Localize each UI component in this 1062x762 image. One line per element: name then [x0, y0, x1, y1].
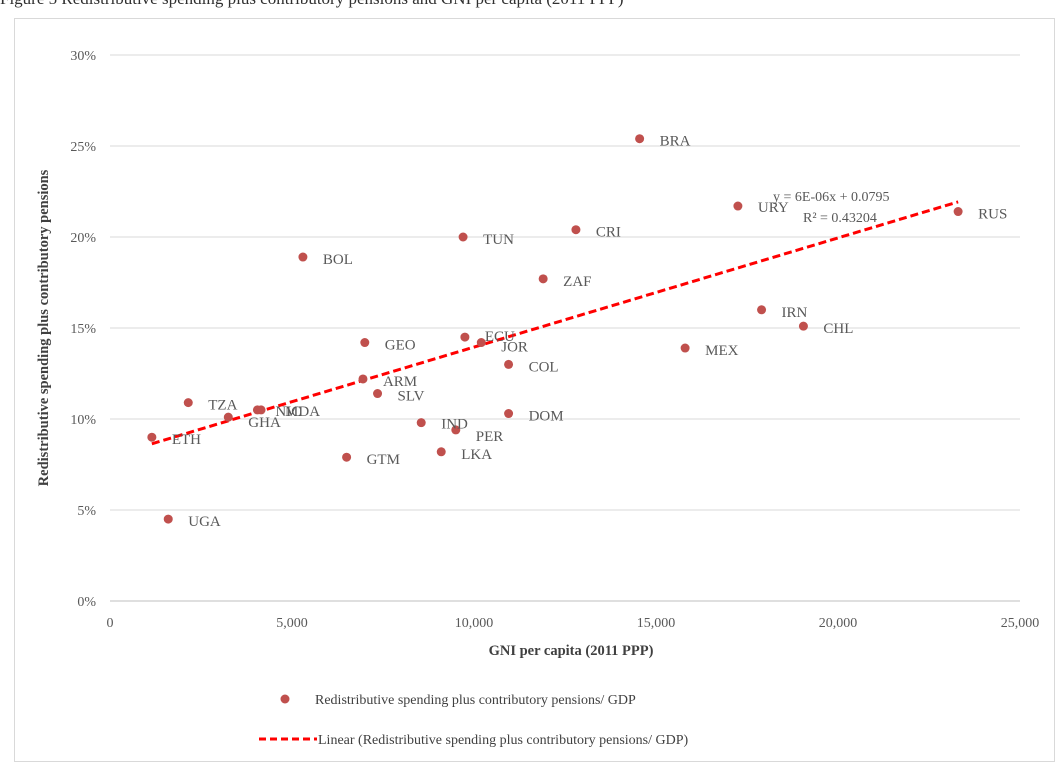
point-bra	[635, 134, 645, 144]
x-tick-label: 25,000	[1001, 616, 1040, 631]
point-label-ind: IND	[441, 417, 468, 433]
point-tza	[183, 398, 193, 408]
point-label-mda: MDA	[285, 404, 320, 420]
trendline-equation: y = 6E-06x + 0.0795	[773, 190, 890, 205]
point-mda	[256, 405, 266, 415]
point-label-per: PER	[476, 429, 504, 445]
point-slv	[373, 389, 383, 399]
y-tick-label: 10%	[70, 413, 96, 428]
point-label-eth: ETH	[172, 432, 201, 448]
legend-marker-scatter	[280, 694, 290, 704]
data-points	[147, 134, 963, 524]
x-tick-label: 10,000	[455, 616, 494, 631]
point-label-cri: CRI	[596, 225, 621, 241]
point-label-tun: TUN	[483, 232, 514, 248]
point-per	[451, 425, 461, 435]
point-label-chl: CHL	[823, 321, 853, 337]
y-tick-label: 20%	[70, 231, 96, 246]
x-tick-label: 20,000	[819, 616, 858, 631]
point-ecu	[460, 332, 470, 342]
point-ury	[733, 201, 743, 211]
point-bol	[298, 252, 308, 262]
point-geo	[360, 338, 370, 348]
point-label-gtm: GTM	[367, 452, 400, 468]
y-tick-label: 5%	[77, 504, 96, 519]
point-label-mex: MEX	[705, 343, 739, 359]
x-tick-label: 0	[107, 616, 114, 631]
point-gha	[223, 412, 233, 422]
legend-label-trendline: Linear (Redistributive spending plus con…	[318, 733, 689, 748]
x-tick-label: 15,000	[637, 616, 676, 631]
point-uga	[163, 514, 173, 524]
point-label-lka: LKA	[461, 447, 492, 463]
point-ind	[416, 418, 426, 428]
figure-caption: Figure 5 Redistributive spending plus co…	[0, 0, 1062, 11]
x-axis-title: GNI per capita (2011 PPP)	[489, 643, 654, 659]
point-label-ecu: ECU	[485, 329, 515, 345]
point-label-nic: NIC	[275, 404, 301, 420]
point-jor	[476, 338, 486, 348]
y-tick-label: 15%	[70, 322, 96, 337]
point-label-col: COL	[529, 359, 559, 375]
y-tick-label: 25%	[70, 140, 96, 155]
point-lka	[436, 447, 446, 457]
y-tick-label: 0%	[77, 595, 96, 610]
point-irn	[757, 305, 767, 315]
point-mex	[680, 343, 690, 353]
point-label-tza: TZA	[208, 398, 237, 414]
point-label-ury: URY	[758, 200, 789, 216]
point-gtm	[342, 452, 352, 462]
point-eth	[147, 432, 157, 442]
trendline-group	[151, 200, 959, 446]
point-zaf	[538, 274, 548, 284]
point-label-gha: GHA	[248, 415, 281, 431]
point-cri	[571, 225, 581, 235]
point-col	[504, 359, 514, 369]
gridlines	[110, 54, 1020, 511]
trendline	[151, 200, 959, 446]
point-label-geo: GEO	[385, 338, 416, 354]
point-rus	[953, 207, 963, 217]
point-dom	[504, 409, 514, 419]
point-label-slv: SLV	[398, 389, 425, 405]
point-label-bra: BRA	[660, 134, 691, 150]
point-label-jor: JOR	[501, 340, 528, 356]
y-tick-label: 30%	[70, 49, 96, 64]
point-label-irn: IRN	[782, 305, 808, 321]
axes: 0% 5% 10% 15% 20% 25% 30% 0 5,000 10,000 15,000 20,…	[70, 49, 1039, 631]
point-arm	[358, 374, 368, 384]
point-label-arm: ARM	[383, 374, 417, 390]
point-chl	[798, 321, 808, 331]
point-label-rus: RUS	[978, 207, 1007, 223]
point-label-bol: BOL	[323, 252, 353, 268]
point-tun	[458, 232, 468, 242]
legend-label-scatter: Redistributive spending plus contributor…	[315, 693, 636, 708]
y-axis-title: Redistributive spending plus contributor…	[36, 169, 52, 486]
trendline-r-squared: R² = 0.43204	[803, 211, 877, 226]
point-label-dom: DOM	[529, 409, 564, 425]
point-label-uga: UGA	[188, 514, 221, 530]
x-tick-label: 5,000	[276, 616, 308, 631]
point-label-zaf: ZAF	[563, 274, 591, 290]
